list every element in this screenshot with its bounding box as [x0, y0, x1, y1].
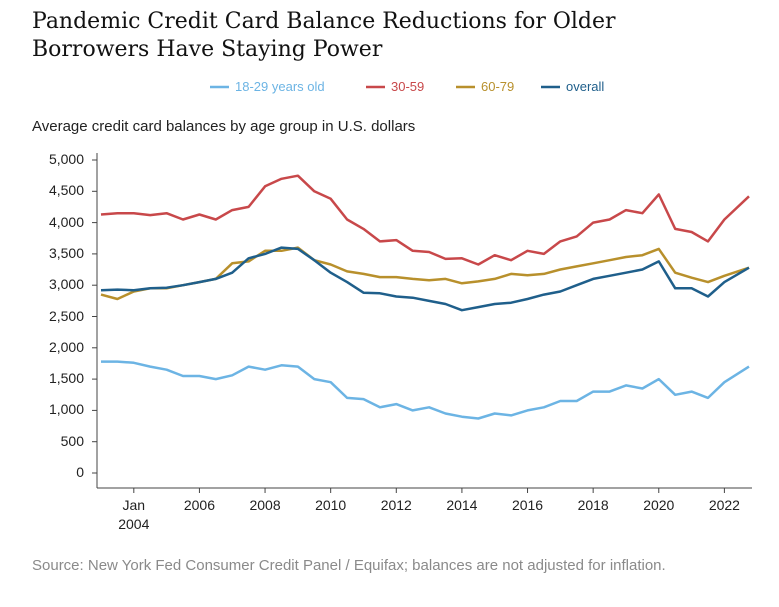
legend-label: 30-59: [391, 79, 425, 94]
y-tick-label: 3,000: [48, 276, 84, 293]
legend-label: overall: [566, 79, 605, 94]
source-note: Source: New York Fed Consumer Credit Pan…: [32, 557, 666, 574]
series-line: [100, 246, 750, 301]
y-tick-label: 5,000: [48, 151, 84, 167]
series-line: [101, 360, 750, 420]
y-tick-label: 3,500: [48, 244, 84, 261]
x-tick-label: Jan 2004: [118, 497, 150, 532]
y-tick-label: 500: [60, 432, 84, 449]
chart-title: Pandemic Credit Card Balance Reductions …: [32, 9, 616, 62]
y-tick-label: 4,000: [48, 213, 84, 230]
x-tick-label: 2022: [708, 497, 740, 513]
legend-label: 18-29 years old: [235, 79, 325, 94]
x-tick-label: 2010: [315, 497, 347, 513]
chart-subtitle: Average credit card balances by age grou…: [32, 118, 416, 135]
y-tick-label: 4,500: [48, 182, 84, 199]
x-tick-label: 2016: [511, 497, 544, 513]
y-tick-label: 2,000: [48, 338, 84, 355]
y-tick-label: 1,500: [48, 370, 84, 387]
x-tick-label: 2008: [249, 497, 281, 513]
series-line: [100, 246, 750, 312]
y-tick-label: 1,000: [48, 401, 84, 418]
series-line: [100, 174, 750, 266]
x-tick-label: 2012: [380, 497, 412, 513]
x-tick-label: 2018: [577, 497, 609, 513]
x-tick-label: 2006: [183, 497, 215, 513]
x-tick-label: 2020: [643, 497, 675, 513]
y-tick-label: 0: [76, 464, 84, 480]
legend-label: 60-79: [481, 79, 515, 94]
y-tick-label: 2,500: [48, 307, 84, 324]
x-tick-label: 2014: [446, 497, 478, 513]
